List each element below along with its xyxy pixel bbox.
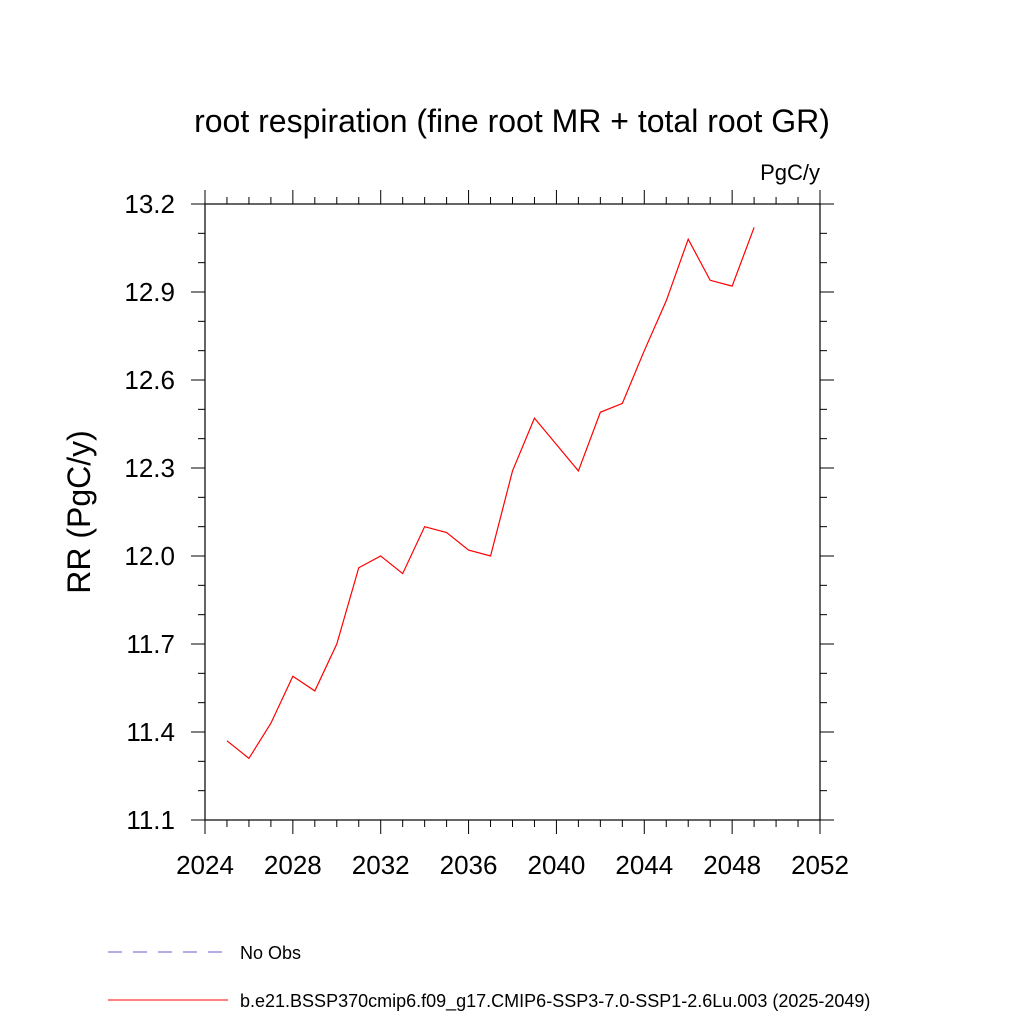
y-axis-label: RR (PgC/y)	[61, 430, 97, 594]
x-tick-label: 2036	[440, 850, 498, 880]
y-axis: 11.1 11.4 11.7 12.0 12.3 12.6 12.9 13.2	[124, 189, 834, 835]
y-tick-label: 13.2	[124, 189, 175, 219]
x-tick-label: 2052	[791, 850, 849, 880]
x-tick-label: 2048	[703, 850, 761, 880]
y-tick-label: 11.4	[126, 717, 175, 747]
plot-frame	[204, 203, 821, 821]
x-tick-label: 2024	[176, 850, 234, 880]
x-tick-label: 2028	[264, 850, 322, 880]
x-axis: 2024 2028 2032 2036 2040 2044 2048 2052	[176, 190, 849, 880]
series-line	[226, 227, 755, 760]
x-tick-label: 2040	[528, 850, 586, 880]
units-label: PgC/y	[760, 160, 820, 185]
y-tick-label: 12.3	[124, 453, 175, 483]
x-tick-label: 2044	[615, 850, 673, 880]
legend: No Obs b.e21.BSSP370cmip6.f09_g17.CMIP6-S…	[108, 943, 870, 1012]
y-tick-label: 12.0	[124, 541, 175, 571]
series-layer	[226, 227, 755, 760]
chart-title: root respiration (fine root MR + total r…	[194, 103, 830, 139]
y-tick-label: 11.1	[126, 805, 175, 835]
y-tick-label: 12.9	[124, 277, 175, 307]
plot-border	[204, 203, 821, 821]
y-tick-label: 11.7	[126, 629, 175, 659]
y-tick-label: 12.6	[124, 365, 175, 395]
x-tick-label: 2032	[352, 850, 410, 880]
legend-label: No Obs	[240, 943, 301, 963]
legend-label: b.e21.BSSP370cmip6.f09_g17.CMIP6-SSP3-7.…	[240, 991, 870, 1012]
